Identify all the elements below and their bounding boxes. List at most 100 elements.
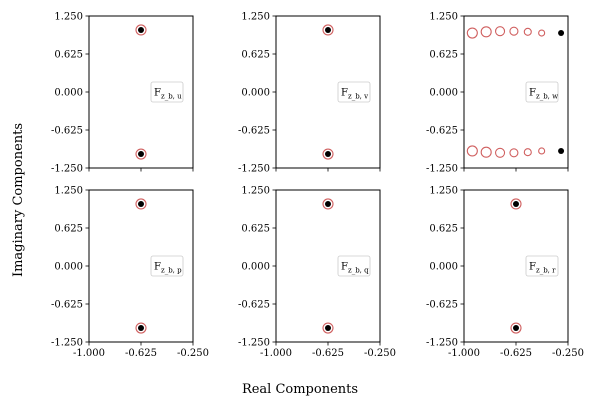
eigenvalue-filled-marker — [138, 151, 144, 158]
x-tick-label: -0.250 — [552, 348, 584, 359]
y-tick-label: 1.250 — [241, 186, 270, 197]
eigenvalue-open-marker — [135, 24, 147, 36]
eigenvalue-open-marker — [480, 146, 492, 158]
x-tick-label: -1.000 — [260, 348, 292, 359]
eigenvalue-open-marker — [510, 322, 522, 334]
eigenvalue-open-marker — [509, 26, 519, 36]
y-tick-label: -0.625 — [51, 300, 83, 311]
eigenvalue-open-marker — [135, 148, 147, 160]
subplot-4: 1.250 0.625 0.000 -0.625 -1.250-1.000 -0.625 -… — [51, 186, 209, 360]
legend-subscript: z_b, r — [536, 267, 556, 275]
eigenvalue-filled-marker — [138, 325, 144, 332]
eigenvalue-open-marker — [495, 147, 506, 158]
y-tick-label: -1.250 — [426, 338, 458, 349]
subplot-5: 1.250 0.625 0.000 -0.625 -1.250-1.000 -0.625 -… — [238, 186, 396, 360]
y-tick-label: 0.625 — [429, 224, 458, 235]
legend-subscript: z_b, u — [161, 93, 182, 101]
x-tick-label: -1.000 — [73, 348, 105, 359]
legend-box — [150, 81, 184, 103]
x-tick-label: -0.250 — [364, 348, 396, 359]
y-tick-label: 0.000 — [241, 88, 270, 99]
y-tick-label: 0.625 — [241, 50, 270, 61]
eigenvalue-filled-marker — [325, 151, 331, 158]
y-tick-label: -0.625 — [238, 300, 270, 311]
y-tick-label: -1.250 — [238, 164, 270, 175]
subplot-6: 1.250 0.625 0.000 -0.625 -1.250-1.000 -0.625 -… — [426, 186, 584, 360]
eigenvalue-filled-marker — [325, 200, 331, 207]
legend-box — [150, 255, 184, 277]
legend-box — [525, 255, 559, 277]
eigenvalue-filled-marker — [325, 26, 331, 33]
y-tick-label: 1.250 — [429, 186, 458, 197]
legend-label: F — [341, 88, 348, 99]
eigenvalue-filled-marker — [325, 325, 331, 332]
y-tick-label: -1.250 — [238, 338, 270, 349]
eigenvalue-open-marker — [322, 322, 334, 334]
legend-subscript: z_b, p — [161, 267, 182, 275]
eigenvalue-open-marker — [480, 26, 492, 38]
y-tick-label: 0.625 — [54, 50, 83, 61]
eigenvalue-open-marker — [322, 198, 334, 210]
x-tick-label: -1.000 — [448, 348, 480, 359]
eigenvalue-open-marker — [538, 147, 546, 155]
eigenvalue-open-marker — [135, 198, 147, 210]
x-axis-label: Real Components — [242, 382, 358, 397]
eigenvalue-filled-marker — [558, 147, 565, 154]
subplot-1: 1.250 0.625 0.000 -0.625 -1.250 F z_b, u — [51, 12, 194, 175]
y-tick-label: 0.000 — [54, 88, 83, 99]
x-tick-label: -0.625 — [500, 348, 532, 359]
y-tick-label: -0.625 — [426, 300, 458, 311]
y-tick-label: 1.250 — [54, 12, 83, 23]
y-tick-label: 0.000 — [429, 262, 458, 273]
x-tick-label: -0.625 — [312, 348, 344, 359]
legend-label: F — [154, 262, 161, 273]
y-tick-label: 0.000 — [241, 262, 270, 273]
subplot-2: 1.250 0.625 0.000 -0.625 -1.250 F z_b, v — [238, 12, 381, 175]
legend-box — [525, 81, 559, 103]
eigenvalue-open-marker — [523, 27, 532, 36]
legend-subscript: z_b, q — [348, 267, 369, 275]
eigenvalue-filled-marker — [558, 30, 565, 37]
legend-box — [337, 81, 371, 103]
subplot-grid: 1.250 0.625 0.000 -0.625 -1.250 F z_b, u 1.250 0… — [51, 12, 584, 360]
eigenvalue-filled-marker — [138, 200, 144, 207]
y-tick-label: -0.625 — [238, 126, 270, 137]
legend-subscript: z_b, w — [536, 93, 558, 101]
eigenvalue-open-marker — [466, 27, 478, 39]
legend-subscript: z_b, v — [348, 93, 368, 101]
eigenvalue-filled-marker — [513, 200, 519, 207]
y-tick-label: -0.625 — [51, 126, 83, 137]
y-tick-label: 0.625 — [241, 224, 270, 235]
eigenvalue-open-marker — [322, 24, 334, 36]
eigenvalue-open-marker — [509, 148, 519, 158]
y-tick-label: 0.000 — [429, 88, 458, 99]
legend-label: F — [529, 262, 536, 273]
eigenvalue-open-marker — [495, 26, 506, 37]
eigenvalue-open-marker — [466, 145, 478, 157]
x-tick-label: -0.625 — [125, 348, 157, 359]
y-tick-label: 1.250 — [241, 12, 270, 23]
x-tick-label: -0.250 — [177, 348, 209, 359]
eigenvalue-open-marker — [135, 322, 147, 334]
y-tick-label: 0.000 — [54, 262, 83, 273]
eigenvalue-open-marker — [510, 198, 522, 210]
y-axis-label: Imaginary Components — [11, 123, 26, 277]
eigenvalue-open-marker — [523, 148, 532, 157]
y-tick-label: -1.250 — [51, 164, 83, 175]
y-tick-label: -0.625 — [426, 126, 458, 137]
legend-box — [337, 255, 371, 277]
eigenvalue-open-marker — [322, 148, 334, 160]
eigenvalue-open-marker — [538, 29, 546, 37]
y-tick-label: 0.625 — [54, 224, 83, 235]
eigenvalue-filled-marker — [513, 325, 519, 332]
y-tick-label: -1.250 — [426, 164, 458, 175]
y-tick-label: 1.250 — [54, 186, 83, 197]
y-tick-label: 0.625 — [429, 50, 458, 61]
legend-label: F — [154, 88, 161, 99]
y-tick-label: 1.250 — [429, 12, 458, 23]
y-tick-label: -1.250 — [51, 338, 83, 349]
legend-label: F — [529, 88, 536, 99]
eigenvalue-filled-marker — [138, 26, 144, 33]
subplot-3: 1.250 0.625 0.000 -0.625 -1.250 F z_b, w — [426, 12, 569, 175]
